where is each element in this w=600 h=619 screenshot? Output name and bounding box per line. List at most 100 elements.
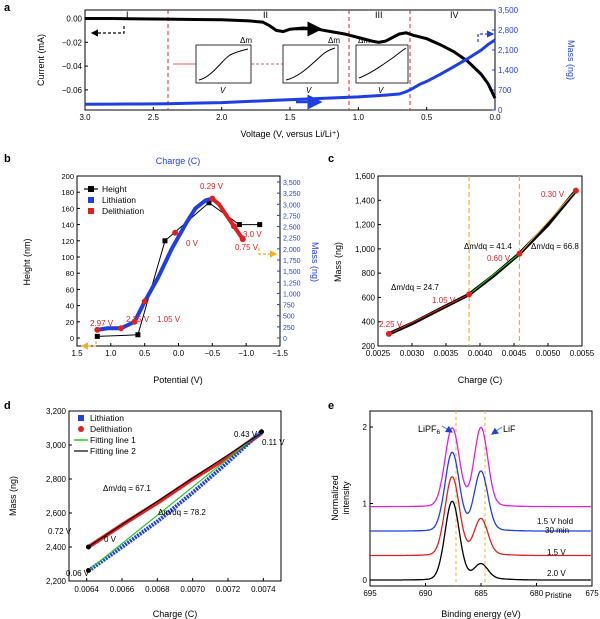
x-tick-label: 0.0074 (251, 585, 276, 594)
height-axis-arrow (80, 341, 97, 350)
y-tick-label: 120 (61, 237, 74, 246)
ann-b-029: 0.29 V (200, 182, 224, 191)
mass-axis-arrow-b (258, 248, 278, 258)
x-tick-label: 0.5 (421, 113, 433, 122)
voltage-point (230, 223, 237, 230)
panel-d-yticks: 3,200 3,000 2,800 2,600 2,400 2,200 (46, 407, 72, 586)
fitting-line-2 (88, 432, 262, 548)
current-axis-arrow (90, 26, 125, 37)
y-tick-label: −0.06 (62, 86, 83, 95)
x-tick-label: 1.0 (353, 113, 365, 122)
panel-e-ylabel-2: intensity (341, 481, 351, 515)
panel-c-yticks: 1,600 1,400 1,200 1,000 800 600 400 200 (355, 172, 381, 351)
x-tick-label: 1.0 (105, 349, 117, 358)
y-tick-label: 600 (362, 293, 376, 302)
ann-c-105: 1.05 V (432, 296, 456, 305)
y-tick-label: 700 (498, 86, 512, 95)
lif-arrow (491, 426, 503, 435)
x-tick-label: 0.5 (139, 349, 151, 358)
panel-c-letter: c (328, 153, 334, 165)
voltage-point (172, 229, 179, 236)
ann-b-297: 2.97 V (90, 319, 114, 328)
ann-c-225: 2.25 V (379, 320, 403, 329)
voltage-point (85, 567, 91, 573)
x-tick-label: 0.0 (489, 113, 501, 122)
y-tick-label: 2,800 (498, 26, 519, 35)
x-tick-label: 2.5 (148, 113, 160, 122)
panel-b-xlabel: Potential (V) (153, 375, 203, 385)
xps-spectrum-0 (370, 500, 591, 581)
panel-b-annotations: 2.97 V 2.25 V 1.05 V 0 V 0.29 V 0.75 V 3… (90, 182, 262, 328)
panel-d-xlabel: Charge (C) (153, 609, 198, 619)
voltage-point (516, 250, 523, 257)
panel-a-y2label: Mass (ng) (566, 40, 576, 80)
x-tick-label: −1.0 (238, 349, 254, 358)
voltage-point (85, 544, 91, 550)
ann-d-072: 0.72 V (48, 527, 72, 536)
y-tick-label: 80 (66, 269, 74, 278)
y-tick-label: 0 (70, 334, 74, 343)
y-tick-label: 2,200 (46, 577, 67, 586)
ann-d-011: 0.11 V (262, 438, 285, 447)
panel-e-frame (369, 410, 593, 587)
y-tick-label: 40 (66, 302, 74, 311)
panel-b-y2ticks: 0 250 500 750 1,000 1,250 1,500 1,750 2,000 2,250… (277, 180, 301, 343)
panel-d-letter: d (4, 400, 11, 412)
x-tick-label: 0.0068 (145, 585, 170, 594)
y-tick-label: 3,500 (498, 6, 519, 15)
current-curve (85, 17, 497, 99)
ann-d-0: 0 V (104, 535, 117, 544)
x-tick-label: 0.0030 (400, 349, 425, 358)
height-point (257, 222, 263, 228)
panel-b-y2label: Mass (ng) (310, 242, 320, 282)
panel-e-letter: e (328, 400, 334, 412)
panel-a-xlabel: Voltage (V, versus Li/Li⁺) (241, 129, 340, 139)
legend-lithiation: Lithiation (102, 195, 136, 205)
panel-b: b Charge (C) Height (nm) Mass (ng) Poten… (4, 153, 320, 385)
region-label-3: III (375, 10, 383, 20)
x-tick-label: 2.0 (216, 113, 228, 122)
mass-curve (84, 38, 496, 106)
y-tick-label: 180 (61, 188, 74, 197)
panel-c-xlabel: Charge (C) (458, 375, 503, 385)
y-tick-label: 1,400 (498, 66, 519, 75)
panel-e-ylabel-1: Normalized (330, 475, 340, 521)
y-tick-label: −0.02 (62, 38, 83, 47)
inset-2-v: V (306, 86, 312, 95)
inset-1: Δm V (195, 36, 252, 95)
panel-e-xlabel: Binding energy (eV) (441, 609, 521, 619)
y-tick-label: 1,000 (355, 245, 376, 254)
xps-spectrum-3 (370, 426, 591, 508)
voltage-point (209, 195, 216, 202)
ann-c-060: 0.60 V (487, 254, 511, 263)
voltage-point (259, 429, 265, 435)
voltage-point (572, 187, 579, 194)
series-label-hold-2: 30 min (545, 526, 569, 535)
panel-a: a Current (mA) Mass (ng) Voltage (V, ver… (4, 2, 576, 139)
y2-tick-label: 1,000 (283, 291, 301, 298)
voltage-point (131, 318, 138, 325)
ann-c-slope2: Δm/dq = 41.4 (464, 242, 512, 251)
y-tick-label: 0 (498, 106, 503, 115)
x-tick-label: −1.5 (272, 349, 288, 358)
panel-e-yticks: 2 1 0 (363, 423, 373, 585)
y-tick-label: 160 (61, 204, 74, 213)
lithiation-curve (96, 196, 213, 332)
y2-tick-label: 3,500 (283, 180, 301, 187)
lithiation-curve (87, 429, 263, 573)
panel-a-yticks: 0.00 −0.02 −0.04 −0.06 (62, 15, 88, 95)
panel-c-xticks: 0.0025 0.0030 0.0035 0.0040 0.0045 0.0050 0.00… (366, 343, 595, 358)
x-tick-label: 0.0 (173, 349, 185, 358)
y2-tick-label: 1,500 (283, 269, 301, 276)
series-label-20v: 2.0 V (547, 569, 566, 578)
y2-tick-label: 1,750 (283, 258, 301, 265)
panel-a-series (84, 17, 497, 106)
y-tick-label: 60 (66, 285, 74, 294)
y-tick-label: 2,600 (46, 509, 67, 518)
ann-b-30: 3.0 V (243, 230, 262, 239)
x-tick-label: 0.0025 (366, 349, 391, 358)
panel-e-xticks: 695 690 685 680 675 (363, 583, 599, 598)
x-tick-label: 0.0045 (502, 349, 527, 358)
x-tick-label: 3.0 (79, 113, 91, 122)
mass-axis-arrow (477, 30, 495, 42)
